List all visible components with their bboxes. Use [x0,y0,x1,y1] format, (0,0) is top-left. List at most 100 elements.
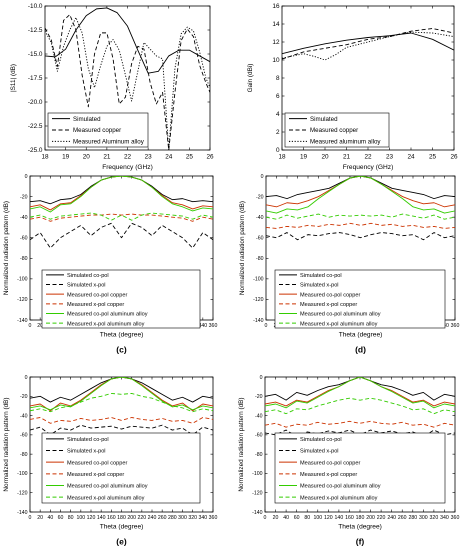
panel-label: (f) [356,536,365,546]
x-tick-label: 23 [386,153,394,160]
legend-box [274,432,446,504]
x-tick-label: 220 [138,515,147,521]
series-line-0 [30,176,213,205]
x-tick-label: 26 [206,153,214,160]
x-tick-label: 0 [29,515,32,521]
x-tick-label: 280 [168,515,177,521]
x-tick-label: 200 [366,515,375,521]
x-tick-label: 360 [209,515,218,521]
series-line-0 [30,377,213,403]
x-tick-label: 80 [304,515,310,521]
series-line-3 [30,213,213,222]
y-tick-label: -60 [20,236,28,242]
y-tick-label: -140 [17,318,27,324]
legend-label: Measured x-pol aluminum alloy [67,495,145,501]
y-axis-label: Gain (dBi) [247,64,254,93]
x-tick-label: 300 [178,515,187,521]
legend-label: Simulated co-pol [67,437,109,443]
legend-label: Measured aluminum alloy [310,139,381,146]
series-line-0 [266,176,455,200]
y-tick-label: -140 [253,318,263,324]
x-tick-label: 25 [429,153,437,160]
x-axis-label: Theta (degree) [100,331,144,338]
x-tick-label: 120 [87,515,96,521]
series-line-4 [266,176,455,214]
y-tick-label: 0 [25,375,28,381]
x-tick-label: 22 [364,153,372,160]
series-line-3 [30,417,213,424]
x-tick-label: 180 [117,515,126,521]
legend-label: Measured x-pol aluminum alloy [300,321,378,327]
y-tick-label: -17.5 [28,75,43,82]
y-axis-label: Normalized radiation pattern (dB) [239,201,246,295]
legend-box [274,269,446,329]
y-tick-label: -40 [255,413,263,419]
x-tick-label: 120 [324,515,333,521]
legend-label: Simulated [310,116,338,123]
panel-f: 0 20 40 60 80 100 120 140 160 180 200 220 240 260 280 3… [238,375,459,547]
x-tick-label: 24 [165,153,173,160]
y-tick-label: 14 [272,21,280,28]
x-tick-label: 21 [103,153,111,160]
x-tick-label: 0 [29,323,32,329]
x-tick-label: 40 [283,515,289,521]
legend-box [41,432,201,504]
y-tick-label: -20 [20,194,28,200]
series-line-1 [30,222,213,249]
y-tick-label: -10.0 [28,3,43,10]
x-tick-label: 60 [294,515,300,521]
legend-label: Measured co-pol aluminum alloy [300,312,381,318]
panel-b: 18 19 20 21 22 23 24 25 260246810121416Frequency… [247,3,458,187]
panel-e: 0 20 40 60 80 100 120 140 160 180 200 220 240 260 280 3… [3,375,217,547]
x-tick-label: 340 [199,515,208,521]
panel-a: 18 19 20 21 22 23 24 25 26 -10.0 -12.5 -15.0 -17.5 -2… [10,3,214,187]
y-tick-label: -20 [20,394,28,400]
x-tick-label: 23 [145,153,153,160]
legend-label: Simulated co-pol [300,273,342,279]
series-line-2 [45,17,210,150]
y-tick-label: -80 [20,256,28,262]
panel-d: 0204060801001201401601802002202402602803… [239,174,459,355]
series-line-5 [265,397,455,415]
x-tick-label: 20 [37,515,43,521]
series-line-2 [282,31,454,61]
y-tick-label: -80 [255,452,263,458]
y-tick-label: -20 [255,394,263,400]
series-line-4 [30,176,213,213]
y-tick-label: -20.0 [28,99,43,106]
y-tick-label: -60 [256,236,264,242]
y-tick-label: -100 [17,277,27,283]
y-tick-label: 0 [261,174,264,180]
series-group [45,7,210,150]
x-tick-label: 60 [58,515,64,521]
series-group [30,377,213,436]
y-tick-label: -25.0 [28,147,43,154]
legend-label: Measured x-pol copper [67,302,124,308]
y-tick-label: -22.5 [28,123,43,130]
series-line-2 [30,176,213,211]
legend-label: Measured co-pol aluminum alloy [67,484,148,490]
x-tick-label: 200 [127,515,136,521]
x-tick-label: 20 [321,153,329,160]
x-axis-label: Frequency (GHz) [343,164,394,171]
y-tick-label: -120 [17,491,27,497]
y-tick-label: -20 [256,194,264,200]
y-tick-label: -120 [253,297,263,303]
legend: Simulated co-pol Simulated x-pol Measured … [274,269,446,329]
legend-label: Measured co-pol copper [67,460,127,466]
x-tick-label: 340 [440,515,449,521]
y-tick-label: -40 [256,215,264,221]
y-tick-label: 2 [276,129,280,136]
series-line-2 [265,377,455,407]
y-tick-label: 8 [276,75,280,82]
y-tick-label: -80 [20,452,28,458]
y-tick-label: 6 [276,93,280,100]
y-tick-label: -140 [252,510,262,516]
x-tick-label: 240 [387,515,396,521]
panel-c: 0204060801001201401601802002202402602803… [3,174,217,355]
series-line-2 [30,377,213,412]
series-line-1 [282,28,454,60]
y-tick-label: -120 [17,297,27,303]
series-line-0 [265,377,455,401]
x-tick-label: 340 [199,323,208,329]
